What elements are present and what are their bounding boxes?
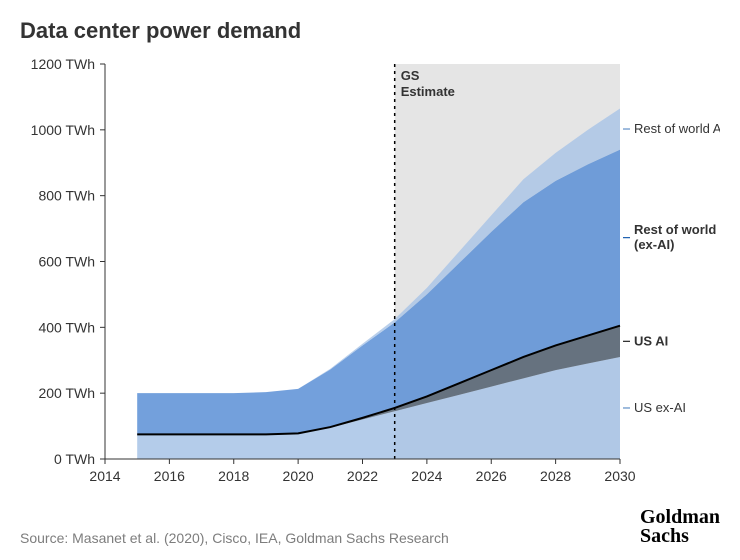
x-tick-label: 2014 (89, 468, 120, 484)
x-tick-label: 2028 (540, 468, 571, 484)
x-tick-label: 2016 (154, 468, 185, 484)
logo-line2: Sachs (640, 525, 689, 547)
y-tick-label: 200 TWh (38, 385, 95, 401)
x-tick-label: 2020 (283, 468, 314, 484)
series-label-us_ai: US AI (634, 333, 668, 348)
series-label-us_ex_ai: US ex-AI (634, 400, 686, 415)
source-text: Source: Masanet et al. (2020), Cisco, IE… (20, 530, 449, 546)
x-tick-label: 2026 (476, 468, 507, 484)
y-tick-label: 800 TWh (38, 188, 95, 204)
chart-area: GSEstimate 0 TWh 200 TWh 400 TWh 600 TWh 800 … (20, 54, 720, 494)
page-title: Data center power demand (20, 18, 720, 44)
x-tick-label: 2022 (347, 468, 378, 484)
x-tick-label: 2024 (411, 468, 442, 484)
x-tick-label: 2030 (604, 468, 635, 484)
series-label-row_ex_ai: (ex-AI) (634, 237, 674, 252)
y-tick-label: 1200 TWh (31, 56, 95, 72)
y-tick-label: 400 TWh (38, 319, 95, 335)
series-label-row_ai: Rest of world AI (634, 121, 720, 136)
series-label-row_ex_ai: Rest of world (634, 222, 716, 237)
y-tick-label: 1000 TWh (31, 122, 95, 138)
y-tick-label: 600 TWh (38, 254, 95, 270)
estimate-label: GS (401, 68, 420, 83)
y-tick-label: 0 TWh (54, 451, 95, 467)
goldman-sachs-logo: Goldman Sachs (640, 508, 720, 546)
estimate-label-2: Estimate (401, 84, 455, 99)
x-tick-label: 2018 (218, 468, 249, 484)
